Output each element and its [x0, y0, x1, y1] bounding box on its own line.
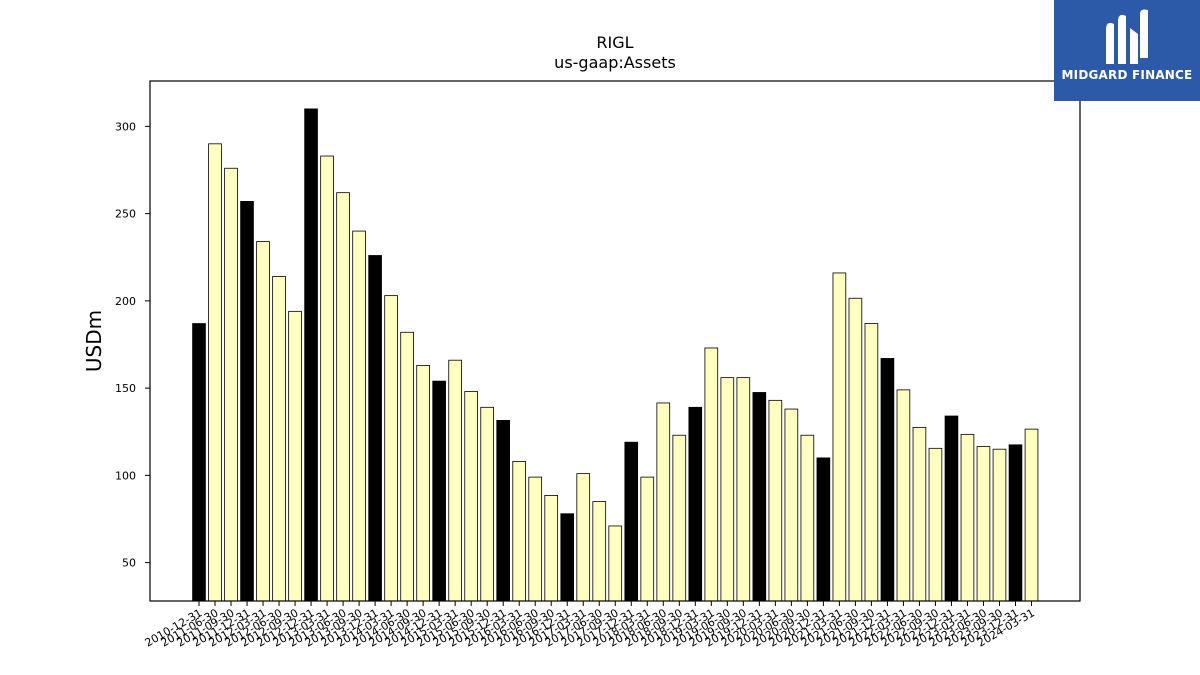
bar-2023-06-30 — [976, 446, 991, 602]
bar-2019-06-30 — [720, 377, 735, 602]
bar-2023-09-30 — [992, 448, 1007, 602]
brand-name: MIDGARD FINANCE — [1061, 68, 1193, 82]
bar-2013-12-31 — [368, 255, 382, 602]
bar-2018-12-31 — [688, 406, 703, 602]
bar-2018-03-31 — [640, 476, 655, 602]
y-tick-label: 200 — [115, 295, 136, 308]
y-tick-label: 150 — [115, 382, 136, 395]
chart-title: RIGL — [596, 33, 633, 52]
bar-2015-06-30 — [464, 391, 478, 602]
bar-2013-03-31 — [320, 155, 334, 602]
bar-2018-09-30 — [672, 434, 687, 602]
midgard-logo-icon — [1106, 9, 1148, 64]
y-tick-label: 300 — [115, 120, 136, 133]
bar-2023-03-31 — [960, 433, 975, 602]
bar-2015-12-31 — [496, 419, 510, 602]
y-tick-label: 100 — [115, 469, 136, 482]
bar-2022-06-30 — [912, 426, 927, 602]
bar-2019-03-31 — [704, 347, 719, 602]
bar-2020-03-31 — [768, 399, 783, 602]
bar-2012-03-31 — [256, 241, 270, 602]
bar-2012-09-30 — [288, 310, 302, 602]
brand-logo: MIDGARD FINANCE — [1054, 0, 1200, 101]
bar-2020-09-30 — [800, 434, 815, 602]
bar-2017-09-30 — [608, 525, 623, 602]
bar-2015-03-31 — [448, 359, 462, 602]
bar-2011-09-30 — [224, 167, 238, 602]
chart-subtitle: us-gaap:Assets — [554, 53, 676, 72]
bar-2022-12-31 — [944, 415, 959, 602]
bar-2014-03-31 — [384, 295, 398, 602]
bar-2021-09-30 — [864, 323, 879, 602]
bar-2012-12-31 — [304, 108, 318, 602]
plot-frame — [149, 80, 1081, 602]
bar-2016-03-31 — [512, 460, 526, 602]
x-axis-ticks: 2010-12-312011-06-302011-09-302011-12-31… — [143, 601, 1037, 650]
y-tick-label: 50 — [122, 557, 136, 570]
bar-2017-03-31 — [576, 473, 591, 602]
bar-2016-12-31 — [560, 513, 575, 602]
y-axis-ticks: 50 100 150 200 250 300 — [115, 120, 150, 570]
bar-2022-03-31 — [896, 389, 911, 602]
bar-2015-09-30 — [480, 406, 494, 602]
bar-2019-12-31 — [752, 392, 767, 602]
bar-2011-12-31 — [240, 200, 254, 602]
bar-2021-06-30 — [848, 297, 863, 602]
y-tick-label: 250 — [115, 208, 136, 221]
bar-2013-09-30 — [352, 230, 366, 602]
bar-2013-06-30 — [336, 192, 350, 602]
bar-2018-06-30 — [656, 402, 671, 602]
bar-series — [192, 108, 1039, 602]
bar-2017-12-31 — [624, 441, 639, 602]
bar-2016-06-30 — [528, 476, 543, 602]
bar-2016-09-30 — [544, 495, 559, 602]
bar-2017-06-30 — [592, 501, 607, 602]
bar-2020-12-31 — [816, 457, 831, 602]
bar-2021-03-31 — [832, 272, 847, 602]
bar-2010-12-31 — [192, 323, 206, 602]
bar-2020-06-30 — [784, 408, 799, 602]
bar-2014-09-30 — [416, 365, 430, 602]
bar-2011-06-30 — [208, 143, 222, 602]
bar-2019-09-30 — [736, 377, 751, 602]
bar-2023-12-31 — [1008, 444, 1023, 602]
bar-2022-09-30 — [928, 447, 943, 602]
bar-2014-12-31 — [432, 380, 446, 602]
bar-2024-03-31 — [1024, 428, 1039, 602]
bar-2014-06-30 — [400, 331, 414, 602]
bar-2021-12-31 — [880, 358, 895, 602]
bar-2012-06-30 — [272, 276, 286, 602]
y-axis-label: USDm — [82, 310, 106, 372]
